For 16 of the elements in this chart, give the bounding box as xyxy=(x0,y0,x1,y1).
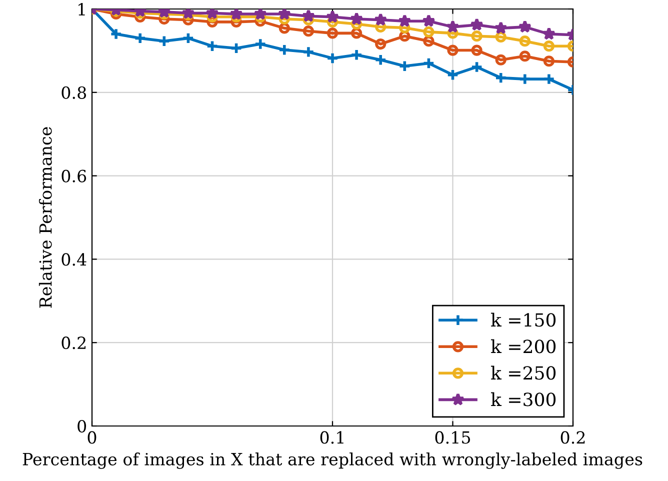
x-tick-label: 0.2 xyxy=(560,431,585,444)
legend-label: k =250 xyxy=(490,366,556,380)
x-axis-title: Percentage of images in X that are replaced with wrongly-labeled images xyxy=(22,452,642,469)
legend-label: k =200 xyxy=(490,339,556,354)
y-tick-label: 0.6 xyxy=(62,170,86,182)
legend-label: k =150 xyxy=(490,312,556,327)
y-tick-label: 0.2 xyxy=(62,336,86,350)
x-tick-label: 0.15 xyxy=(435,431,470,444)
legend-label: k =300 xyxy=(490,392,556,406)
y-tick-label: 0 xyxy=(78,420,86,433)
y-axis-title: Relative Performance xyxy=(38,127,52,308)
y-tick-label: 1 xyxy=(78,2,85,16)
x-tick-label: 0 xyxy=(88,431,96,444)
y-tick-label: 0.8 xyxy=(62,86,86,99)
y-tick-label: 0.4 xyxy=(62,253,86,266)
x-tick-label: 0.1 xyxy=(320,431,344,444)
